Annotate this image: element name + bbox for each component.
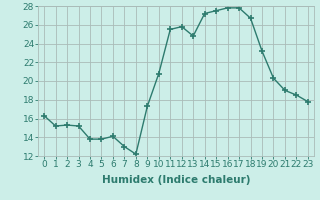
X-axis label: Humidex (Indice chaleur): Humidex (Indice chaleur): [102, 175, 250, 185]
